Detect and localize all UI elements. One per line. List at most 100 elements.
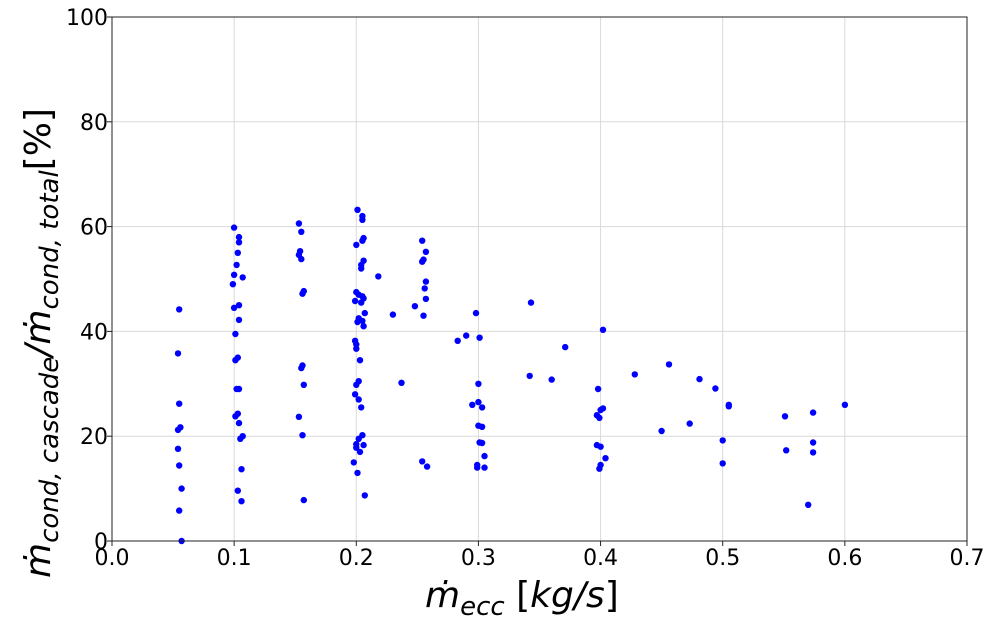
x-axis-label: ṁecc [kg/s] bbox=[425, 575, 619, 619]
data-point bbox=[174, 350, 182, 357]
plot-frame bbox=[111, 16, 968, 542]
data-point bbox=[478, 423, 486, 430]
data-point bbox=[631, 371, 638, 378]
data-point bbox=[419, 237, 426, 244]
y-axis-label: ṁcond, cascade/ṁcond, total[%] bbox=[18, 108, 65, 578]
data-point bbox=[351, 391, 359, 398]
data-point bbox=[597, 443, 604, 450]
data-points bbox=[174, 206, 849, 545]
data-point bbox=[481, 452, 488, 460]
data-point bbox=[174, 445, 182, 452]
data-point bbox=[353, 345, 360, 352]
data-point bbox=[295, 413, 303, 420]
data-point bbox=[235, 419, 243, 427]
x-tick-label: 0.7 bbox=[950, 546, 985, 571]
data-point bbox=[359, 216, 366, 223]
data-point bbox=[234, 249, 241, 256]
y-tick-label: 0 bbox=[94, 530, 108, 555]
data-point bbox=[353, 381, 360, 388]
data-point bbox=[356, 357, 364, 364]
data-point bbox=[422, 295, 430, 303]
y-tick-label: 20 bbox=[80, 425, 108, 450]
data-point bbox=[178, 485, 185, 492]
data-point bbox=[658, 427, 665, 435]
data-point bbox=[299, 290, 306, 297]
data-point bbox=[809, 449, 817, 456]
data-point bbox=[237, 435, 244, 442]
data-point bbox=[360, 323, 367, 330]
data-point bbox=[351, 297, 359, 305]
data-point bbox=[230, 224, 238, 231]
data-point bbox=[229, 281, 237, 288]
data-point bbox=[686, 420, 693, 427]
data-point bbox=[355, 396, 362, 403]
x-tick-label: 0.3 bbox=[461, 546, 496, 571]
data-point bbox=[298, 364, 305, 372]
data-point bbox=[805, 501, 812, 508]
data-point bbox=[298, 255, 305, 263]
data-point bbox=[398, 379, 405, 386]
data-point bbox=[841, 401, 849, 408]
data-point bbox=[354, 469, 361, 477]
data-point bbox=[176, 306, 183, 313]
data-point bbox=[719, 437, 726, 444]
data-point bbox=[230, 271, 238, 278]
data-point bbox=[526, 372, 533, 380]
data-point bbox=[174, 426, 182, 434]
data-point bbox=[422, 248, 430, 255]
data-point bbox=[300, 381, 307, 388]
data-point bbox=[478, 439, 486, 447]
data-point bbox=[230, 304, 238, 311]
data-point bbox=[358, 404, 365, 411]
data-point bbox=[232, 357, 239, 364]
data-point bbox=[596, 414, 603, 422]
data-point bbox=[809, 439, 817, 446]
data-point bbox=[725, 403, 732, 410]
data-point bbox=[469, 401, 476, 408]
data-point bbox=[234, 487, 241, 494]
data-point bbox=[238, 498, 245, 505]
data-point bbox=[350, 459, 357, 466]
svg-text:ṁcond, cascade/ṁcond, total[%]: ṁcond, cascade/ṁcond, total[%] bbox=[18, 108, 65, 578]
data-point bbox=[360, 441, 367, 449]
data-point bbox=[599, 326, 607, 333]
data-point bbox=[597, 406, 604, 414]
data-point bbox=[238, 466, 245, 473]
y-tick-label: 60 bbox=[80, 216, 108, 241]
data-point bbox=[423, 463, 431, 470]
data-point bbox=[420, 312, 427, 319]
data-point bbox=[361, 309, 368, 317]
data-point bbox=[353, 241, 360, 249]
data-point bbox=[356, 448, 364, 456]
x-tick-label: 0.4 bbox=[583, 546, 618, 571]
data-point bbox=[602, 455, 609, 462]
data-point bbox=[232, 330, 239, 338]
data-point bbox=[295, 220, 303, 227]
data-point bbox=[375, 273, 382, 280]
data-point bbox=[298, 228, 305, 235]
data-point bbox=[712, 385, 719, 392]
data-point bbox=[232, 413, 239, 420]
data-point bbox=[411, 303, 419, 310]
data-point bbox=[472, 309, 480, 317]
data-point bbox=[422, 278, 430, 285]
x-tick-label: 0.1 bbox=[217, 546, 252, 571]
data-point bbox=[475, 398, 482, 406]
data-point bbox=[176, 400, 183, 407]
x-tick-label: 0.2 bbox=[339, 546, 374, 571]
data-point bbox=[361, 492, 368, 499]
y-tick-label: 40 bbox=[80, 320, 108, 345]
data-point bbox=[454, 337, 461, 344]
data-point bbox=[176, 507, 183, 514]
data-point bbox=[463, 332, 470, 339]
y-axis: 0 20 40 60 80 100 bbox=[66, 6, 112, 555]
data-point bbox=[783, 447, 790, 454]
data-point bbox=[353, 444, 360, 451]
svg-text:ṁecc [kg/s]: ṁecc [kg/s] bbox=[425, 575, 619, 619]
data-point bbox=[354, 318, 361, 326]
data-point bbox=[809, 409, 817, 416]
data-point bbox=[594, 385, 602, 393]
data-point bbox=[299, 432, 306, 439]
data-point bbox=[233, 261, 240, 269]
data-point bbox=[781, 413, 789, 420]
